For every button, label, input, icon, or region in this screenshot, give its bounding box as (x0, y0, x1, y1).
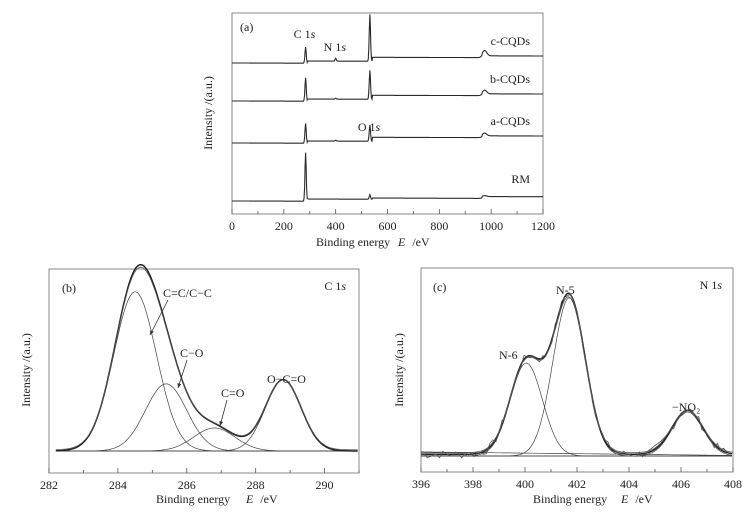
series-line-rm (232, 152, 543, 202)
component-curve (55, 383, 358, 452)
raw-spectrum (55, 266, 358, 451)
component-label: O−C=O (267, 372, 306, 386)
panel-b-title-main: C 1 (324, 279, 341, 293)
panel-c-title-main: N 1 (700, 278, 718, 292)
panel-a-ylabel: Intensity /(a.u.) (201, 76, 215, 150)
panel-b: (b) C 1s 282 284 286 288 290 C=C/C−C C−O C=O O−… (19, 263, 360, 506)
panel-a-tick-label: 200 (275, 219, 293, 233)
panel-a-tick-label: 0 (229, 219, 235, 233)
panel-b-title: C 1s (324, 279, 346, 293)
panel-c: (c) N 1s 396 398 400 402 404 406 408 N-6 N-5 −NO… (392, 267, 742, 506)
arrow-head (219, 421, 224, 426)
panel-b-tick-label: 282 (40, 478, 58, 492)
component-label: C=O (221, 386, 245, 400)
panel-a-tick-label: 1200 (531, 219, 555, 233)
component-label: N-5 (556, 283, 575, 297)
peak-annotation-italic: s (341, 40, 346, 54)
annotation-arrow (177, 359, 188, 389)
panel-b-ylabel: Intensity /(a.u.) (19, 333, 33, 407)
peak-annotation-italic: s (376, 120, 381, 134)
peak-annotation-main: C 1 (294, 27, 311, 41)
panel-b-tick-label: 290 (316, 478, 334, 492)
arrow-head (177, 383, 182, 388)
component-label: C=C/C−C (163, 286, 212, 300)
raw-spectrum (420, 293, 731, 459)
panel-a-xlabel-main: Binding energy (316, 235, 390, 249)
panel-c-tick-label: 400 (516, 477, 534, 491)
panel-c-tick-label: 396 (412, 477, 430, 491)
series-label: c-CQDs (491, 34, 531, 48)
panel-b-xlabel: Binding energy E /eV (156, 492, 278, 506)
peak-annotation: N 1s (324, 40, 347, 54)
panel-b-tick-label: 286 (178, 478, 196, 492)
raw-spectrum-2 (421, 296, 734, 454)
panel-b-xlabel-main: Binding energy (156, 492, 230, 506)
panel-c-frame (420, 267, 734, 473)
panel-c-tick-label: 408 (724, 477, 742, 491)
panel-a-tick-label: 400 (327, 219, 345, 233)
peak-annotation-main: N 1 (324, 40, 342, 54)
panel-a-xlabel: Binding energy E /eV (316, 235, 430, 249)
panel-b-tick-label: 284 (109, 478, 127, 492)
panel-b-title-italic: s (341, 279, 346, 293)
panel-c-tick-label: 404 (620, 477, 638, 491)
series-line-b-cqds (232, 70, 543, 102)
series-label: RM (511, 172, 530, 186)
panel-b-xlabel-symbol: E (245, 492, 254, 506)
panel-a-tick-label: 800 (430, 219, 448, 233)
panel-c-xlabel-unit: /eV (635, 492, 653, 506)
series-label: b-CQDs (490, 72, 530, 86)
panel-b-label: (b) (62, 281, 76, 295)
component-curve (55, 291, 358, 452)
panel-c-tick-label: 406 (672, 477, 690, 491)
panel-c-label: (c) (433, 280, 446, 294)
panel-b-tick-label: 288 (247, 478, 265, 492)
panel-a-tick-label: 1000 (479, 219, 503, 233)
panel-c-ylabel: Intensity /(a.u.) (392, 333, 406, 407)
component-curve (421, 297, 732, 457)
panel-a: (a) 0 200 400 600 800 1000 1200 c-CQDs b-CQDs a-… (201, 12, 555, 249)
panel-c-title: N 1s (700, 278, 723, 292)
peak-annotation: O 1s (358, 120, 381, 134)
component-label: −NO₂ (672, 400, 700, 414)
panel-c-tick-label: 398 (464, 477, 482, 491)
panel-b-xlabel-unit: /eV (260, 492, 278, 506)
panel-c-xlabel: Binding energy E /eV (533, 492, 653, 506)
series-line-a-cqds (232, 123, 543, 145)
peak-annotation-main: O 1 (358, 120, 376, 134)
fit-envelope (421, 292, 733, 456)
panel-c-tick-label: 402 (568, 477, 586, 491)
panel-a-xlabel-symbol: E (397, 235, 406, 249)
series-label: a-CQDs (491, 114, 531, 128)
arrow-head (150, 330, 154, 335)
series-line-c-cqds (232, 14, 543, 65)
component-label: N-6 (499, 348, 518, 362)
peak-annotation: C 1s (294, 27, 316, 41)
panel-a-tick-label: 600 (379, 219, 397, 233)
panel-a-xlabel-unit: /eV (412, 235, 430, 249)
annotation-arrow (149, 299, 169, 336)
panel-c-title-italic: s (717, 278, 722, 292)
component-curve (55, 379, 358, 452)
peak-annotation-italic: s (311, 27, 316, 41)
panel-b-frame (48, 268, 360, 474)
component-label: C−O (180, 346, 204, 360)
panel-c-xlabel-main: Binding energy (533, 492, 607, 506)
component-curve (421, 411, 733, 457)
panel-a-label: (a) (240, 20, 253, 34)
panel-c-xlabel-symbol: E (620, 492, 629, 506)
